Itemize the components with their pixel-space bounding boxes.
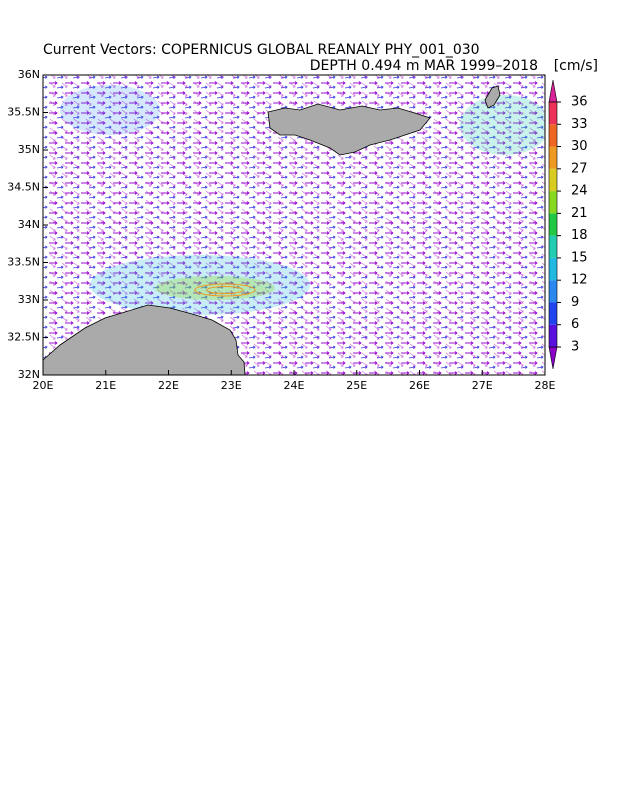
y-tick-label: 33.5N	[7, 256, 40, 269]
colorbar-segment	[549, 168, 557, 192]
y-tick-label: 35N	[18, 143, 40, 156]
units: [cm/s]	[554, 58, 598, 74]
y-tick-label: 34.5N	[7, 181, 40, 194]
colorbar-segment	[549, 257, 557, 281]
colorbar-tick-label: 18	[571, 228, 588, 243]
y-tick-label: 35.5N	[7, 106, 40, 119]
colorbar-tick-label: 6	[571, 317, 579, 332]
colorbar-end-high	[548, 79, 558, 103]
colorbar-tick-label: 36	[571, 95, 588, 110]
colorbar-tick-label: 27	[571, 161, 588, 176]
x-tick-label: 24E	[284, 379, 305, 392]
y-tick-label: 36N	[18, 68, 40, 81]
colorbar-segment	[549, 124, 557, 147]
colorbar-tick-label: 12	[571, 273, 588, 288]
x-tick-label: 22E	[158, 379, 179, 392]
land-libya	[43, 304, 246, 375]
x-tick-label: 26E	[409, 379, 430, 392]
y-tick-label: 34N	[18, 218, 40, 231]
colorbar-segment	[549, 102, 557, 125]
title: Current Vectors: COPERNICUS GLOBAL REANA…	[43, 42, 480, 58]
x-tick-label: 25E	[346, 379, 367, 392]
y-tick-label: 32.5N	[7, 331, 40, 344]
colorbar-tick-label: 3	[571, 340, 579, 355]
colorbar-end-low	[548, 346, 558, 370]
colorbar-segment	[549, 191, 557, 214]
colorbar-frame	[548, 101, 558, 348]
colorbar-segment	[549, 146, 557, 169]
y-tick-label: 33N	[18, 293, 40, 306]
x-tick-label: 28E	[535, 379, 556, 392]
vector-field	[43, 75, 545, 375]
colorbar-segment	[549, 213, 557, 236]
colorbar-tick-label: 9	[571, 295, 579, 310]
x-tick-label: 27E	[472, 379, 493, 392]
colorbar-segment	[549, 302, 557, 325]
colorbar-tick-label: 15	[571, 250, 588, 265]
colorbar-tick-label: 33	[571, 117, 588, 132]
x-tick-label: 23E	[221, 379, 242, 392]
colorbar-tick-label: 30	[571, 139, 588, 154]
x-tick-label: 21E	[95, 379, 116, 392]
colorbar-tick-label: 21	[571, 206, 588, 221]
land-island	[484, 85, 501, 109]
colorbar-segment	[549, 280, 557, 303]
land-crete	[267, 103, 431, 156]
colorbar-tick-label: 24	[571, 184, 588, 199]
subtitle: DEPTH 0.494 m MAR 1999–2018	[310, 58, 538, 74]
y-tick-label: 32N	[18, 368, 40, 381]
colorbar-segment	[549, 235, 557, 258]
colorbar-segment	[549, 324, 557, 347]
x-tick-label: 20E	[33, 379, 54, 392]
